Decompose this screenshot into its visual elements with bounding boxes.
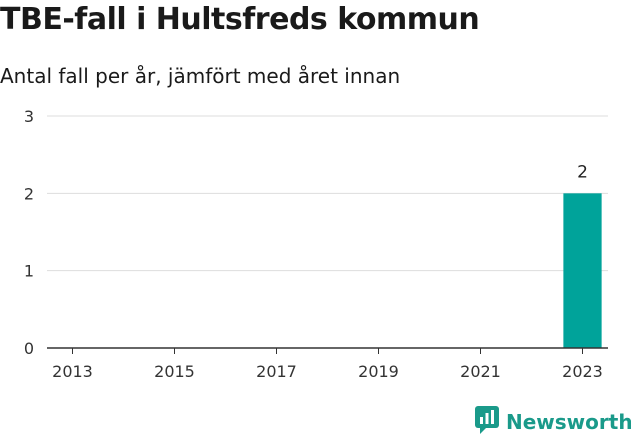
y-tick-label: 0 <box>24 339 34 358</box>
brand-name: Newsworthy <box>506 410 631 434</box>
bar <box>563 193 602 348</box>
x-tick-label: 2023 <box>562 362 603 381</box>
y-tick-label: 2 <box>24 184 34 203</box>
x-tick-label: 2019 <box>358 362 399 381</box>
page-subtitle: Antal fall per år, jämfört med året inna… <box>0 64 401 88</box>
newsworthy-logo-icon <box>474 405 500 439</box>
brand-logo: Newsworthy <box>474 406 631 438</box>
y-tick-label: 1 <box>24 262 34 281</box>
y-tick-label: 3 <box>24 107 34 126</box>
data-label: 2 <box>577 162 588 182</box>
x-tick-label: 2015 <box>154 362 195 381</box>
page-title: TBE-fall i Hultsfreds kommun <box>0 2 480 37</box>
x-tick-label: 2021 <box>460 362 501 381</box>
x-tick-label: 2013 <box>52 362 93 381</box>
x-tick-label: 2017 <box>256 362 297 381</box>
